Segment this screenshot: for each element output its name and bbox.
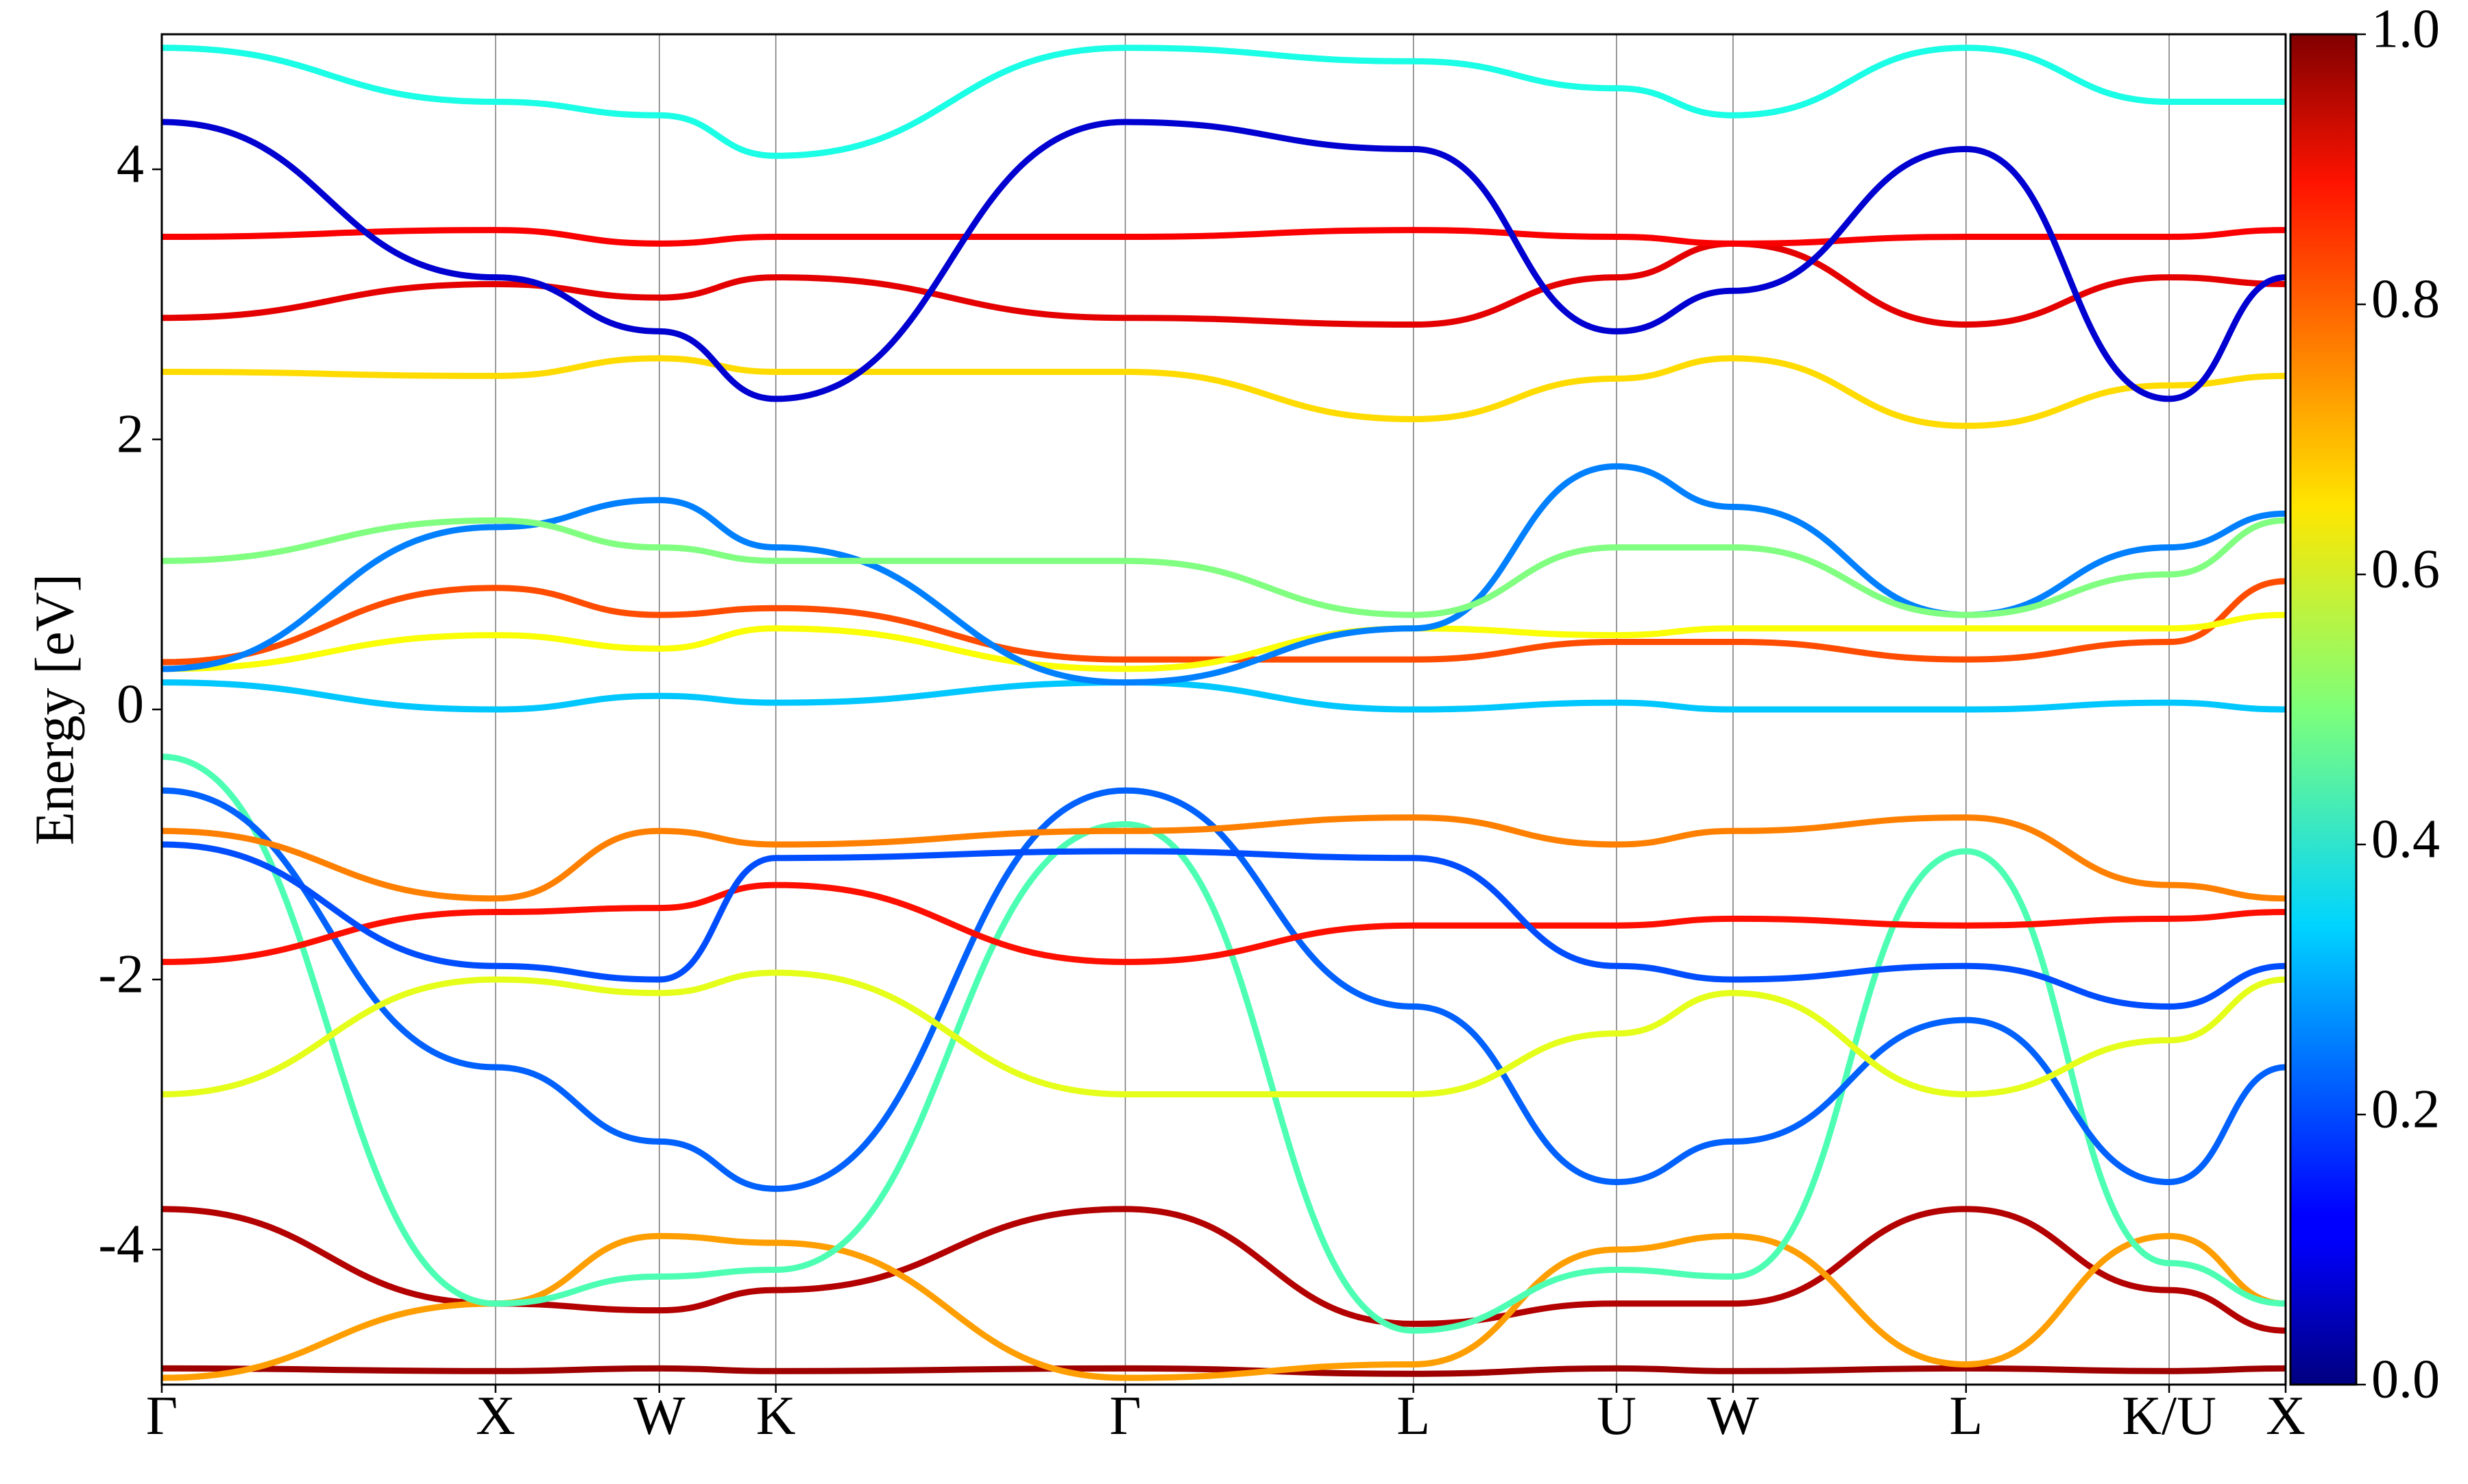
band: [162, 969, 2286, 1097]
colorbar-tick-label: 0.8: [2371, 269, 2440, 329]
band: [162, 355, 2286, 429]
band: [162, 787, 2286, 1192]
x-tick-label: L: [1396, 1386, 1430, 1446]
band: [162, 881, 2286, 965]
x-tick-label: U: [1597, 1386, 1636, 1446]
colorbar-tick-label: 0.0: [2371, 1349, 2440, 1409]
x-tick-label: K: [756, 1386, 796, 1446]
band: [162, 1232, 2286, 1381]
band: [162, 611, 2286, 672]
y-tick-label: 0: [117, 674, 144, 734]
band: [162, 45, 2286, 159]
band: [162, 240, 2286, 328]
x-tick-label: X: [476, 1386, 516, 1446]
colorbar-tick-label: 0.6: [2371, 539, 2440, 599]
band: [162, 1206, 2286, 1334]
bands: [162, 45, 2286, 1381]
y-tick-label: -4: [98, 1214, 144, 1274]
x-tick-label: W: [1707, 1386, 1759, 1446]
colorbar: [2289, 33, 2358, 1386]
x-tick-label: Γ: [146, 1386, 178, 1446]
y-tick-label: -2: [98, 944, 144, 1004]
band: [162, 1365, 2286, 1377]
axes: Γ X W K Γ L U W L K/U X -4 -2 0 2 4 0.0 0.2 0.4 0.6 0.8 1.0: [98, 0, 2440, 1446]
band: [162, 119, 2286, 402]
y-tick-label: 4: [117, 134, 144, 194]
x-tick-label: L: [1949, 1386, 1983, 1446]
band: [162, 227, 2286, 247]
colorbar-tick-label: 0.4: [2371, 809, 2440, 869]
band: [162, 814, 2286, 902]
x-tick-label: Γ: [1109, 1386, 1141, 1446]
band: [162, 578, 2286, 666]
band: [162, 517, 2286, 618]
x-tick-label: W: [633, 1386, 686, 1446]
x-tick-label: K/U: [2122, 1386, 2216, 1446]
band: [162, 679, 2286, 713]
y-axis-label: Energy [eV]: [25, 574, 85, 845]
band: [162, 841, 2286, 1010]
colorbar-tick-label: 1.0: [2371, 0, 2440, 59]
band: [162, 753, 2286, 1334]
colorbar-tick-label: 0.2: [2371, 1079, 2440, 1139]
y-tick-label: 2: [117, 404, 144, 464]
x-tick-label: X: [2266, 1386, 2306, 1446]
